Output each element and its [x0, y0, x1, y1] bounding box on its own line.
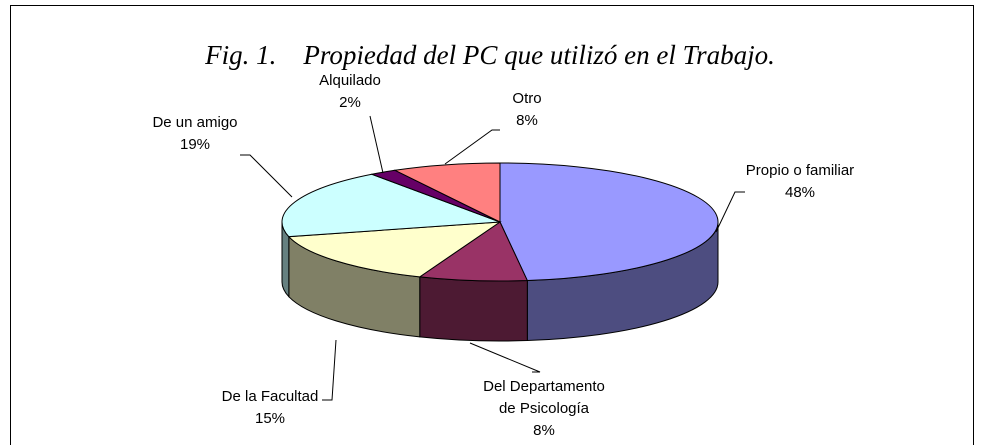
slice-label: De un amigo 19%	[152, 112, 237, 156]
value-label: 2%	[339, 94, 361, 111]
leader	[322, 339, 337, 401]
slice-label: De la Facultad 15%	[222, 386, 319, 430]
value-label: 8%	[533, 422, 555, 439]
leader	[369, 115, 384, 174]
category-label: Otro	[512, 90, 542, 107]
slice-side	[419, 276, 528, 342]
slice	[281, 173, 501, 238]
value-label: 8%	[516, 112, 538, 129]
slice	[499, 162, 719, 282]
leader	[469, 342, 541, 373]
category-label: De la Facultad	[221, 388, 319, 405]
slice-label: Otro 8%	[512, 88, 541, 132]
chart-title: Fig. 1. Propiedad del PC que utilizó en …	[204, 40, 775, 70]
category-label: Alquilado	[319, 72, 381, 89]
value-label: 15%	[254, 410, 286, 427]
slice	[418, 221, 529, 282]
slice-label: Propio o familiar 48%	[746, 160, 854, 204]
value-label: 19%	[179, 136, 211, 153]
leader	[715, 191, 745, 233]
value-label: 48%	[784, 184, 816, 201]
category-label: Del Departamento de Psicología	[483, 378, 605, 417]
slice	[287, 221, 502, 278]
leader	[240, 154, 293, 198]
slice	[393, 162, 501, 223]
category-label: De un amigo	[152, 114, 238, 131]
leader	[444, 129, 500, 165]
leader-lines	[240, 115, 745, 401]
category-label: Propio o familiar	[745, 162, 855, 179]
slice-label: Alquilado 2%	[319, 70, 381, 114]
slice-label: Del Departamento de Psicología 8%	[479, 376, 609, 442]
